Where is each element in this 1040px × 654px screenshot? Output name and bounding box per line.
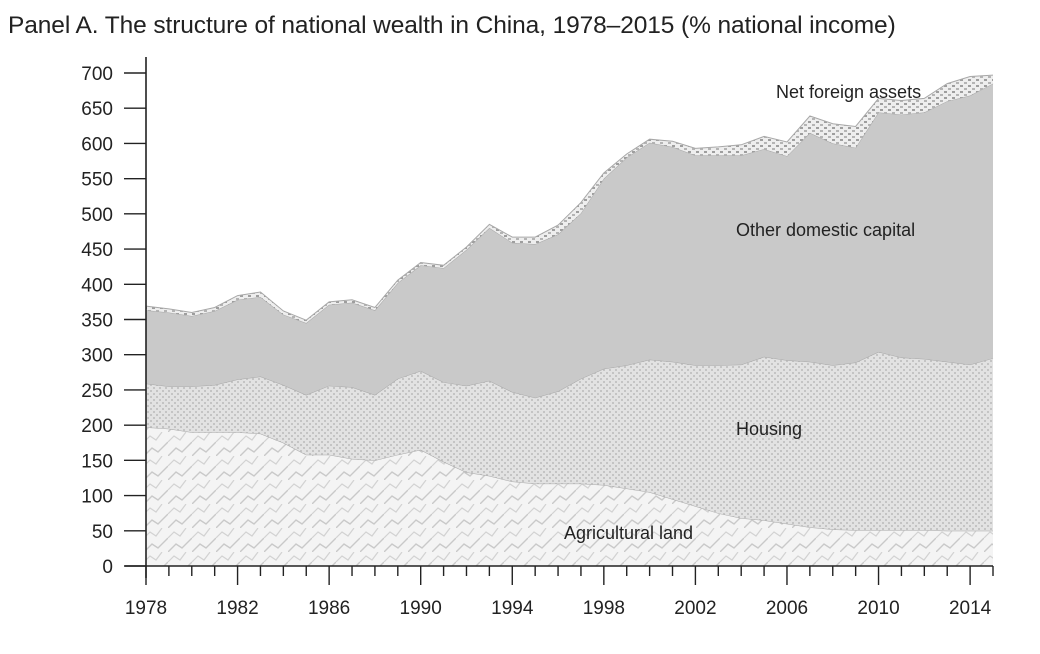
chart-title: Panel A. The structure of national wealt…: [8, 12, 896, 39]
y-tick-label-500: 500: [81, 205, 113, 226]
y-tick-label-150: 150: [81, 451, 113, 472]
x-tick-label-1998: 1998: [583, 598, 625, 619]
y-tick-label-250: 250: [81, 381, 113, 402]
areas-layer: [145, 74, 994, 566]
x-tick-label-2002: 2002: [674, 598, 716, 619]
label-housing: Housing: [736, 419, 802, 439]
y-tick-label-700: 700: [81, 64, 113, 85]
y-tick-label-450: 450: [81, 240, 113, 261]
x-tick-label-1982: 1982: [216, 598, 258, 619]
y-tick-label-550: 550: [81, 170, 113, 191]
y-tick-label-400: 400: [81, 275, 113, 296]
label-net-foreign-assets: Net foreign assets: [776, 82, 921, 102]
label-agricultural-land: Agricultural land: [564, 523, 693, 543]
x-tick-label-1986: 1986: [308, 598, 350, 619]
area-labels: Net foreign assets Other domestic capita…: [564, 82, 921, 543]
x-tick-label-1994: 1994: [491, 598, 534, 619]
label-other-domestic-capital: Other domestic capital: [736, 220, 915, 240]
area-other-domestic-capital: [146, 83, 993, 398]
area-agricultural-land: [146, 427, 993, 566]
y-tick-label-650: 650: [81, 99, 113, 120]
x-tick-label-2014: 2014: [949, 598, 992, 619]
x-tick-label-1990: 1990: [400, 598, 442, 619]
y-tick-label-50: 50: [92, 522, 113, 543]
area-housing: [146, 351, 993, 531]
x-tick-label-2010: 2010: [857, 598, 899, 619]
y-tick-label-0: 0: [102, 557, 113, 578]
x-tick-label-1978: 1978: [125, 598, 167, 619]
ticks-layer: 0 50 100 150 200 250 300 350 400 450 500 550 600 650 7…: [81, 64, 994, 619]
y-tick-label-600: 600: [81, 134, 113, 155]
y-tick-label-100: 100: [81, 487, 113, 508]
y-tick-label-200: 200: [81, 416, 113, 437]
area-net-foreign-assets-edge: [145, 74, 994, 321]
y-tick-label-350: 350: [81, 311, 113, 332]
x-tick-label-2006: 2006: [766, 598, 808, 619]
y-tick-label-300: 300: [81, 346, 113, 367]
